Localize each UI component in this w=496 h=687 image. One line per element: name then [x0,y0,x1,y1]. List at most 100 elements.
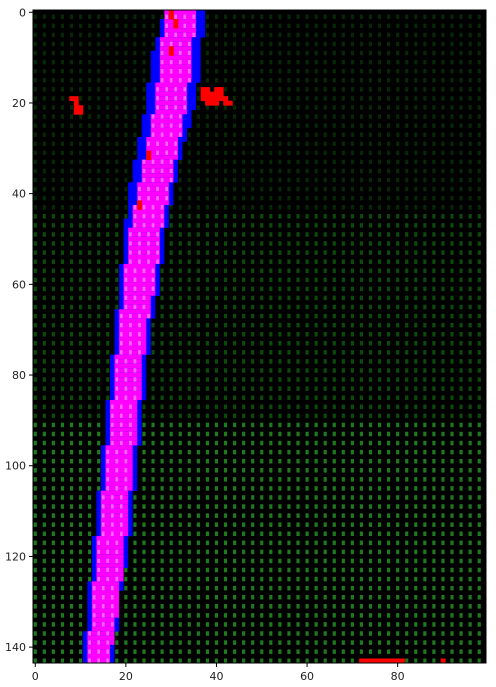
dot-cell [414,350,417,355]
dot-cell [269,105,272,110]
dot-cell [269,341,272,346]
dot-cell [106,250,109,255]
spot-cell [210,101,215,106]
dot-cell [188,459,191,464]
dot-cell [305,323,308,328]
dot-cell [70,114,73,119]
band-dot [115,459,118,464]
dot-cell [215,178,218,183]
dot-cell [242,604,245,609]
dot-cell [414,314,417,319]
band-inner-row [110,436,137,441]
dot-cell [124,214,127,219]
dot-cell [378,223,381,228]
dot-cell [206,658,209,663]
dot-cell [179,178,182,183]
dot-cell [260,531,263,536]
dot-cell [170,214,173,219]
dot-cell [97,386,100,391]
dot-cell [142,450,145,455]
dot-cell [405,332,408,337]
band-dot [138,332,141,337]
dot-cell [450,259,453,264]
dot-cell [441,568,444,573]
dot-cell [97,205,100,210]
dot-cell [478,423,481,428]
dot-cell [296,649,299,654]
dot-cell [387,214,390,219]
dot-cell [315,123,318,128]
dot-cell [369,441,372,446]
band-dot [143,205,146,210]
spot-cell [214,96,219,101]
dot-cell [197,132,200,137]
dot-cell [179,405,182,410]
dot-cell [296,241,299,246]
dot-cell [460,377,463,382]
dot-cell [179,604,182,609]
dot-cell [161,332,164,337]
dot-cell [387,241,390,246]
band-inner-row [137,196,169,201]
dot-cell [88,69,91,74]
band-dot [156,259,159,264]
dot-cell [61,196,64,201]
dot-cell [161,541,164,546]
dot-cell [70,51,73,56]
dot-cell [296,495,299,500]
dot-cell [115,223,118,228]
dot-cell [469,513,472,518]
dot-cell [61,386,64,391]
dot-cell [432,15,435,20]
dot-cell [43,214,46,219]
dot-cell [333,658,336,663]
dot-cell [269,613,272,618]
dot-cell [224,314,227,319]
dot-cell [70,486,73,491]
dot-cell [206,368,209,373]
dot-cell [414,405,417,410]
dot-cell [469,33,472,38]
dot-cell [342,531,345,536]
dot-cell [170,468,173,473]
dot-cell [151,332,154,337]
dot-cell [396,350,399,355]
dot-cell [142,60,145,65]
dot-cell [251,196,254,201]
dot-cell [460,114,463,119]
dot-cell [469,105,472,110]
dot-cell [242,187,245,192]
band-dot [143,160,146,165]
dot-cell [170,613,173,618]
dot-cell [52,577,55,582]
dot-cell [405,441,408,446]
dot-cell [405,314,408,319]
dot-cell [369,24,372,29]
dot-cell [269,60,272,65]
dot-cell [97,241,100,246]
dot-cell [423,196,426,201]
dot-cell [333,323,336,328]
dot-cell [61,178,64,183]
dot-cell [342,241,345,246]
dot-cell [161,405,164,410]
band-dot [102,586,105,591]
dot-cell [133,105,136,110]
dot-cell [405,287,408,292]
dot-cell [315,368,318,373]
dot-cell [151,459,154,464]
dot-cell [351,187,354,192]
dot-cell [224,622,227,627]
dot-cell [34,332,37,337]
spot-cell [205,92,210,97]
dot-cell [296,350,299,355]
dot-cell [324,531,327,536]
band-inner-row [160,78,192,83]
band-dot [152,114,155,119]
dot-cell [269,232,272,237]
dot-cell [369,495,372,500]
dot-cell [133,577,136,582]
dot-cell [360,223,363,228]
dot-cell [269,42,272,47]
dot-cell [478,386,481,391]
